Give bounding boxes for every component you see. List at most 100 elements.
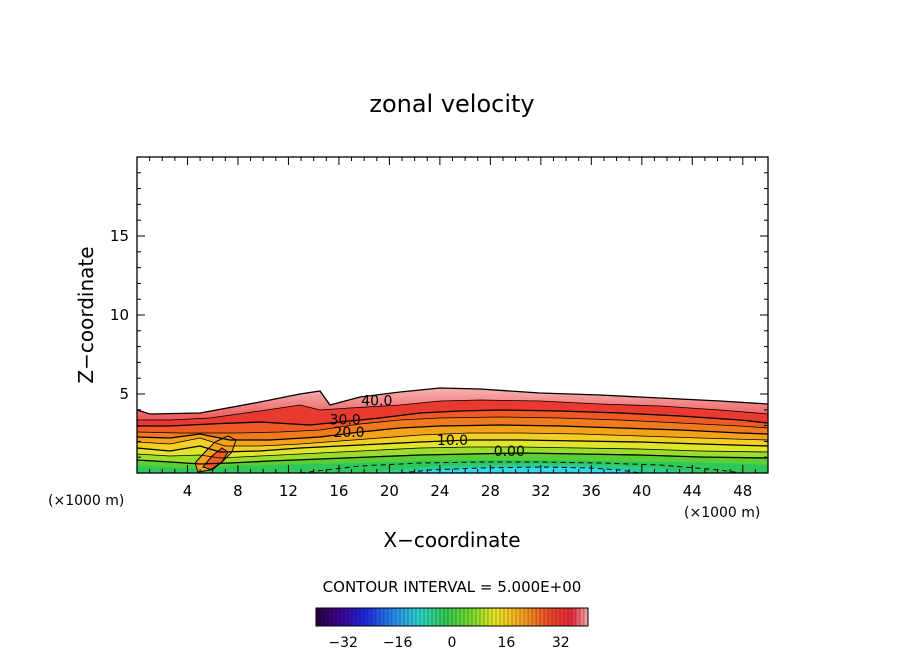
colorbar-cell xyxy=(428,608,433,626)
contour-lines xyxy=(137,387,768,473)
colorbar-cell xyxy=(320,608,325,626)
colorbar-cell xyxy=(568,608,573,626)
colorbar-cell xyxy=(456,608,461,626)
x-tick-label: 28 xyxy=(481,482,500,500)
colorbar-cell xyxy=(416,608,421,626)
contour-10 xyxy=(137,439,768,453)
contour-label: 20.0 xyxy=(333,425,364,441)
colorbar-cell xyxy=(540,608,545,626)
colorbar-tick-label: 16 xyxy=(497,635,515,651)
band-neg-10 xyxy=(400,467,640,473)
x-tick-label: 40 xyxy=(632,482,651,500)
colorbar-cell xyxy=(404,608,409,626)
colorbar-cell xyxy=(492,608,497,626)
x-tick-label: 12 xyxy=(279,482,298,500)
colorbar-cell xyxy=(512,608,517,626)
x-tick-label: 44 xyxy=(683,482,702,500)
colorbar-cell xyxy=(580,608,585,626)
colorbar-cell xyxy=(452,608,457,626)
colorbar-cell xyxy=(464,608,469,626)
colorbar-cell xyxy=(420,608,425,626)
chart-title: zonal velocity xyxy=(369,90,534,118)
colorbar-tick-label: 32 xyxy=(552,635,570,651)
x-tick-label: 8 xyxy=(233,482,243,500)
colorbar-cell xyxy=(400,608,405,626)
colorbar-cell xyxy=(344,608,349,626)
colorbar-cell xyxy=(472,608,477,626)
colorbar-cell xyxy=(388,608,393,626)
x-tick-label: 48 xyxy=(733,482,752,500)
contour-neg-10 xyxy=(399,466,641,473)
colorbar-cell xyxy=(356,608,361,626)
colorbar-cell xyxy=(352,608,357,626)
colorbar-cell xyxy=(372,608,377,626)
colorbar-cell xyxy=(316,608,321,626)
contour-interval-text: CONTOUR INTERVAL = 5.000E+00 xyxy=(323,578,582,596)
contour-40 xyxy=(137,387,768,415)
vortex-inner xyxy=(203,448,228,470)
colorbar-cell xyxy=(468,608,473,626)
colorbar-cell xyxy=(412,608,417,626)
colorbar: −32 −16 0 16 32 xyxy=(315,607,589,651)
colorbar-cell xyxy=(392,608,397,626)
colorbar-cell xyxy=(544,608,549,626)
colorbar-cell xyxy=(436,608,441,626)
colorbar-cell xyxy=(380,608,385,626)
x-tick-label: 24 xyxy=(430,482,449,500)
colorbar-tick-label: −32 xyxy=(328,635,358,651)
colorbar-tick-label: −16 xyxy=(383,635,413,651)
colorbar-cell xyxy=(408,608,413,626)
colorbar-cell xyxy=(552,608,557,626)
contour-thin-25 xyxy=(137,416,768,434)
colorbar-cell xyxy=(324,608,329,626)
colorbar-cell xyxy=(564,608,569,626)
colorbar-cell xyxy=(448,608,453,626)
colorbar-cell xyxy=(504,608,509,626)
y-axis-label: Z−coordinate xyxy=(74,246,98,383)
colorbar-cell xyxy=(384,608,389,626)
contour-label: 30.0 xyxy=(330,412,361,428)
x-axis-ticks: 4 8 12 16 20 24 28 32 36 40 44 48 xyxy=(149,157,756,500)
colorbar-cell xyxy=(556,608,561,626)
colorbar-cell xyxy=(460,608,465,626)
colorbar-cell xyxy=(340,608,345,626)
colorbar-cell xyxy=(396,608,401,626)
colorbar-cell xyxy=(520,608,525,626)
colorbar-cell xyxy=(360,608,365,626)
colorbar-cell xyxy=(560,608,565,626)
y-tick-label: 5 xyxy=(119,385,129,403)
x-tick-label: 36 xyxy=(582,482,601,500)
colorbar-cell xyxy=(376,608,381,626)
x-tick-label: 32 xyxy=(531,482,550,500)
x-axis-unit-right: (×1000 m) xyxy=(684,505,760,521)
colorbar-cell xyxy=(584,608,589,626)
contour-labels: 40.030.020.0 10.0 0.00 xyxy=(330,393,525,460)
colorbar-cell xyxy=(364,608,369,626)
colorbar-cell xyxy=(516,608,521,626)
colorbar-cell xyxy=(524,608,529,626)
x-tick-label: 4 xyxy=(183,482,193,500)
y-tick-label: 15 xyxy=(110,227,129,245)
colorbar-cell xyxy=(432,608,437,626)
colorbar-cell xyxy=(572,608,577,626)
colorbar-cell xyxy=(368,608,373,626)
x-tick-label: 20 xyxy=(380,482,399,500)
colorbar-cell xyxy=(484,608,489,626)
colorbar-cell xyxy=(328,608,333,626)
colorbar-cell xyxy=(480,608,485,626)
colorbar-cell xyxy=(508,608,513,626)
contour-thin-35 xyxy=(137,399,768,421)
contour-thin-5 xyxy=(137,446,768,459)
colorbar-cell xyxy=(476,608,481,626)
plot-area: 40.030.020.0 10.0 0.00 xyxy=(137,387,768,473)
colorbar-cell xyxy=(496,608,501,626)
colorbar-cell xyxy=(444,608,449,626)
contour-thin-15 xyxy=(137,432,768,447)
contour-neg-5 xyxy=(299,461,741,473)
contour-label: 0.00 xyxy=(494,444,525,460)
colorbar-cell xyxy=(336,608,341,626)
colorbar-cell xyxy=(536,608,541,626)
contour-30 xyxy=(137,409,768,427)
colorbar-cell xyxy=(348,608,353,626)
